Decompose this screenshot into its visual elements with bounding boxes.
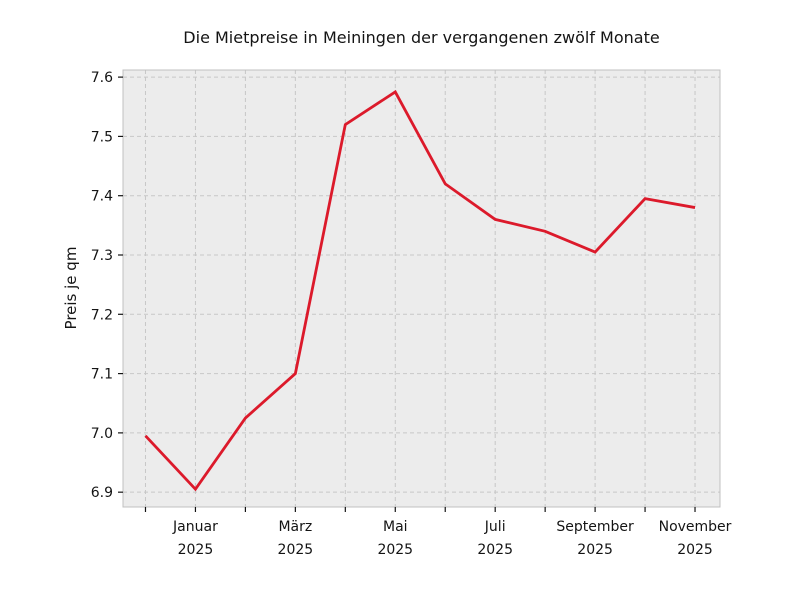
axis-ticks [118, 76, 696, 512]
x-tick-labels: Januar 2025 März 2025 Mai 2025 Juli 2025 Septemb… [172, 519, 732, 558]
y-tick-labels: 6.9 7.0 7.1 7.2 7.3 7.4 7.5 7.6 [91, 70, 113, 501]
x-tick-label: Juli 2025 [477, 519, 513, 558]
y-tick-label: 6.9 [91, 485, 113, 501]
y-tick-label: 7.0 [91, 426, 113, 442]
y-tick-label: 7.3 [91, 248, 113, 264]
x-tick-label: Mai 2025 [377, 519, 413, 558]
plot-border [122, 69, 721, 508]
y-tick-label: 7.1 [91, 367, 113, 383]
chart-title: Die Mietpreise in Meiningen der vergange… [183, 28, 660, 47]
y-tick-label: 7.6 [91, 70, 113, 86]
y-tick-label: 7.4 [91, 189, 113, 205]
y-tick-label: 7.2 [91, 307, 113, 323]
x-tick-label: März 2025 [278, 519, 314, 558]
x-tick-label: Januar 2025 [172, 519, 218, 558]
x-tick-label: September 2025 [556, 519, 634, 558]
y-tick-label: 7.5 [91, 129, 113, 145]
plot-area [123, 70, 720, 507]
x-tick-label: November 2025 [659, 519, 732, 558]
price-line [144, 89, 696, 492]
gridlines [123, 70, 720, 507]
